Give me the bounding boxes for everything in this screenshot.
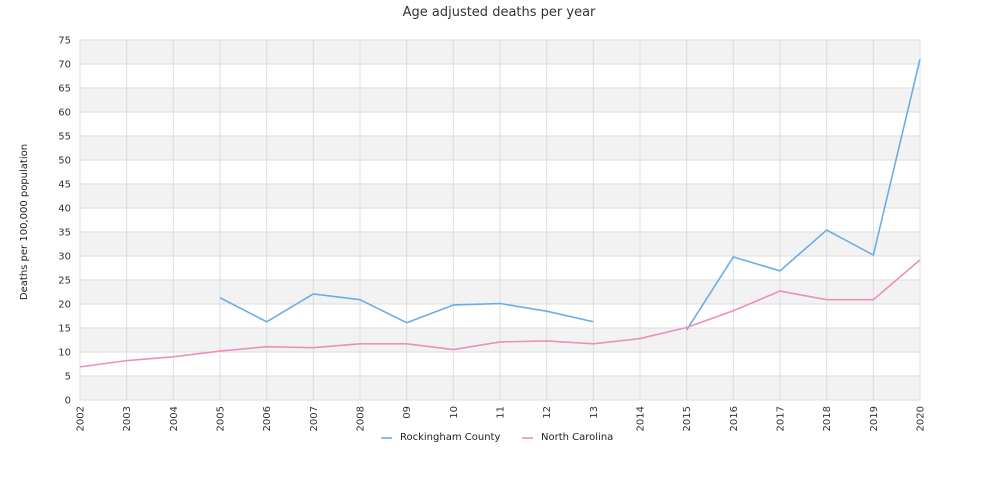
y-tick-label: 15 xyxy=(58,324,71,335)
x-tick-label: 2020 xyxy=(916,406,927,431)
legend-label: Rockingham County xyxy=(400,432,500,443)
x-tick-label: 2006 xyxy=(262,406,273,431)
y-tick-label: 35 xyxy=(58,228,71,239)
chart-title: Age adjusted deaths per year xyxy=(403,5,596,20)
legend: Rockingham County North Carolina xyxy=(381,432,613,443)
x-tick-label: 2015 xyxy=(682,406,693,431)
x-tick-label: 10 xyxy=(449,406,460,419)
x-tick-label: 2005 xyxy=(216,406,227,431)
y-tick-labels: 0 5 10 15 20 25 30 35 40 45 50 55 60 65 70 75 xyxy=(58,36,71,407)
y-tick-label: 50 xyxy=(58,156,71,167)
y-axis-label: Deaths per 100,000 population xyxy=(19,144,30,300)
x-tick-label: 12 xyxy=(542,406,553,419)
x-tick-label: 2004 xyxy=(169,406,180,431)
x-tick-label: 09 xyxy=(402,406,413,419)
x-tick-label: 2007 xyxy=(309,406,320,431)
x-tick-labels: 2002 2003 2004 2005 2006 2007 2008 09 10 11 12 13 20… xyxy=(76,406,927,431)
x-tick-label: 2018 xyxy=(822,406,833,431)
x-tick-label: 2016 xyxy=(729,406,740,431)
legend-label: North Carolina xyxy=(541,432,613,443)
y-tick-label: 30 xyxy=(58,252,71,263)
y-tick-label: 65 xyxy=(58,84,71,95)
series-lines xyxy=(79,59,921,368)
y-tick-label: 45 xyxy=(58,180,71,191)
y-tick-label: 10 xyxy=(58,348,71,359)
y-tick-label: 55 xyxy=(58,132,71,143)
x-tick-label: 2017 xyxy=(776,406,787,431)
x-tick-label: 2014 xyxy=(636,406,647,431)
series-line xyxy=(79,259,921,368)
x-tick-label: 2003 xyxy=(122,406,133,431)
y-tick-label: 70 xyxy=(58,60,71,71)
y-tick-label: 0 xyxy=(65,396,71,407)
x-gridlines xyxy=(79,40,921,400)
x-tick-label: 2019 xyxy=(869,406,880,431)
y-tick-label: 75 xyxy=(58,36,71,47)
y-tick-label: 60 xyxy=(58,108,71,119)
x-tick-label: 11 xyxy=(496,406,507,419)
y-tick-label: 20 xyxy=(58,300,71,311)
x-tick-label: 2002 xyxy=(76,406,87,431)
x-tick-label: 2008 xyxy=(356,406,367,431)
y-tick-label: 25 xyxy=(58,276,71,287)
y-tick-label: 40 xyxy=(58,204,71,215)
x-tick-label: 13 xyxy=(589,406,600,419)
series-line xyxy=(219,59,921,331)
y-tick-label: 5 xyxy=(65,372,71,383)
